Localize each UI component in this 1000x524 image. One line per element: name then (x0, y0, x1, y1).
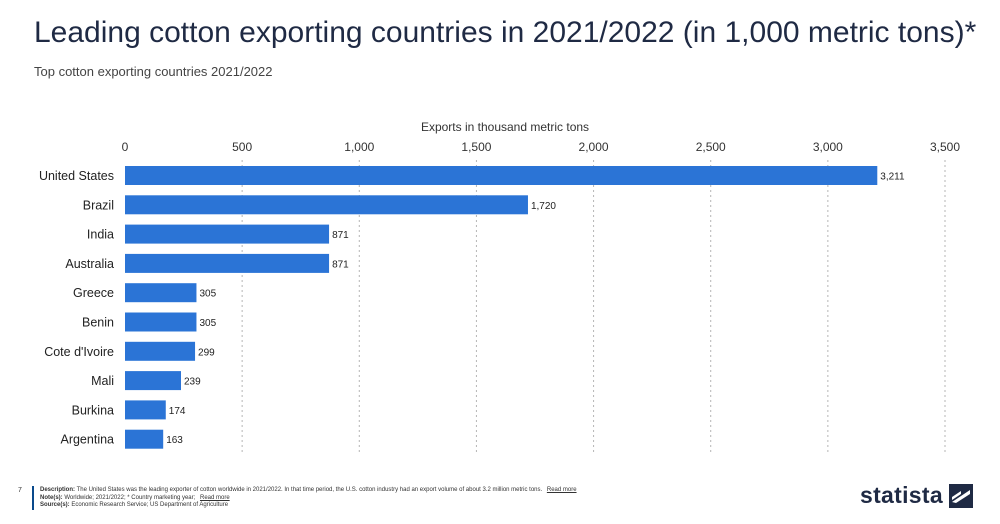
notes-label: Note(s): (40, 494, 63, 501)
grid-lines (241, 160, 946, 455)
x-tick-label: 3,000 (813, 140, 843, 154)
bar-chart: Exports in thousand metric tons 0 500 1,00… (39, 120, 961, 455)
x-axis-label: Exports in thousand metric tons (421, 120, 589, 134)
value-label: 163 (166, 435, 183, 446)
category-label: Benin (82, 316, 114, 330)
bar (125, 400, 166, 420)
footer-notes: Description: The United States was the l… (40, 487, 760, 510)
bar (125, 195, 528, 215)
category-label: Brazil (83, 198, 114, 212)
bar (125, 224, 330, 244)
chart-subtitle: Top cotton exporting countries 2021/2022 (34, 64, 273, 79)
value-label: 871 (332, 230, 349, 241)
bar (125, 312, 197, 332)
footer-accent-bar (32, 486, 34, 510)
bar (125, 166, 878, 185)
x-tick-label: 3,500 (930, 140, 960, 154)
value-label: 305 (199, 289, 216, 300)
statista-brand[interactable]: statista (860, 482, 973, 509)
source-text: Economic Research Service; US Department… (71, 502, 229, 508)
value-label: 871 (332, 259, 349, 270)
x-tick-label: 0 (122, 140, 129, 154)
category-label: Burkina (72, 403, 114, 417)
brand-name: statista (860, 482, 943, 508)
notes-text: Worldwide; 2021/2022; * Country marketin… (64, 494, 196, 501)
description-label: Description: (40, 487, 76, 493)
category-label: India (87, 228, 114, 242)
source-label: Source(s): (40, 502, 70, 508)
value-label: 299 (198, 347, 215, 358)
value-labels: 3,211 1,720 871 871 305 305 299 239 174 163 (166, 172, 905, 447)
statista-logo-icon (948, 483, 973, 508)
x-tick-label: 1,000 (344, 140, 374, 154)
value-label: 305 (199, 318, 216, 329)
x-tick-label: 1,500 (461, 140, 491, 154)
page-number: 7 (18, 487, 22, 494)
category-label: Mali (91, 374, 114, 388)
x-tick-label: 2,000 (579, 140, 609, 154)
category-label: United States (39, 169, 114, 183)
category-label: Greece (73, 286, 114, 300)
x-tick-label: 500 (232, 140, 252, 154)
value-label: 1,720 (531, 201, 556, 212)
bar (125, 429, 164, 449)
bar (125, 341, 196, 361)
bar (125, 283, 197, 303)
bar (125, 371, 181, 391)
value-label: 239 (184, 377, 201, 388)
description-text: The United States was the leading export… (76, 487, 543, 493)
bars (125, 166, 878, 449)
category-label: Cote d'Ivoire (44, 345, 114, 359)
category-label: Australia (65, 257, 114, 271)
notes-line: Note(s): Worldwide; 2021/2022; * Country… (40, 495, 760, 503)
value-label: 174 (169, 406, 186, 417)
category-labels: United States Brazil India Australia Greece B… (39, 169, 114, 447)
description-line: Description: The United States was the l… (40, 487, 760, 495)
notes-read-more-link[interactable]: Read more (199, 494, 230, 501)
category-label: Argentina (60, 433, 114, 447)
value-label: 3,211 (880, 172, 905, 183)
description-read-more-link[interactable]: Read more (546, 487, 577, 493)
x-axis-ticks: 0 500 1,000 1,500 2,000 2,500 3,000 3,500 (122, 140, 961, 154)
x-tick-label: 2,500 (696, 140, 726, 154)
source-line: Source(s): Economic Research Service; US… (40, 502, 760, 510)
bar (125, 253, 330, 273)
chart-title: Leading cotton exporting countries in 20… (34, 16, 977, 49)
